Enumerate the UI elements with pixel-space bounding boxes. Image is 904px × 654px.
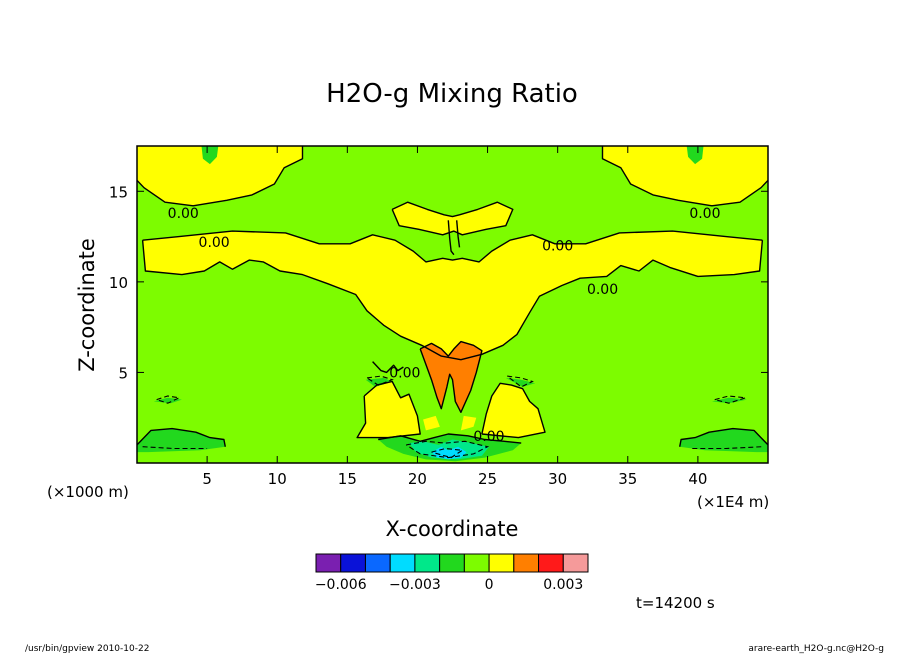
contour-region-9 <box>420 341 482 413</box>
contour-line-3 <box>141 240 764 361</box>
colorbar-swatch-6 <box>463 553 490 573</box>
colorbar-swatch-8 <box>513 553 540 573</box>
contour-line-7 <box>481 382 546 439</box>
contour-region-8 <box>460 415 477 431</box>
contour-region-3 <box>142 231 763 360</box>
contour-label-6: 0.00 <box>473 429 504 445</box>
x-tick-label-6: 35 <box>618 470 637 488</box>
colorbar-tick-label-2: 0 <box>485 577 494 593</box>
contour-region-10 <box>201 146 219 165</box>
colorbar-tick-label-0: −0.006 <box>315 577 367 593</box>
colorbar-swatch-5 <box>439 553 465 573</box>
contour-line-9 <box>679 427 768 447</box>
x-tick-label-7: 40 <box>688 470 707 488</box>
x-unit-right: (×1E4 m) <box>697 493 769 511</box>
time-label: t=14200 s <box>636 594 715 612</box>
contour-region-11 <box>686 146 704 165</box>
colorbar-swatch-10 <box>562 553 589 573</box>
contour-region-19 <box>409 439 489 460</box>
contour-label-3: 0.00 <box>689 206 720 222</box>
x-tick-label-4: 25 <box>478 470 497 488</box>
contour-line-5 <box>419 340 483 413</box>
contour-line-dashed-7 <box>431 447 464 459</box>
contour-line-dashed-1 <box>714 395 746 404</box>
contour-line-dashed-2 <box>142 446 208 450</box>
contour-region-2 <box>602 146 768 206</box>
contour-line-dashed-6 <box>405 440 490 459</box>
colorbar-swatch-1 <box>340 553 366 573</box>
contour-label-2: 0.00 <box>542 239 573 255</box>
x-axis-label: X-coordinate <box>386 517 519 541</box>
contour-line-2 <box>142 230 763 263</box>
x-tick-label-0: 5 <box>202 470 212 488</box>
contour-region-13 <box>679 428 768 453</box>
contour-line-10 <box>372 361 404 374</box>
contour-line-8 <box>137 427 226 447</box>
contour-line-12 <box>456 220 461 248</box>
plot-frame <box>136 145 769 464</box>
footer-left: /usr/bin/gpview 2010-10-22 <box>25 644 149 654</box>
colorbar-swatch-7 <box>488 553 515 573</box>
contour-labels: 0.000.00 0.000.000.000.000.00 <box>168 206 721 445</box>
contour-region-1 <box>137 146 303 206</box>
contour-region-14 <box>153 397 182 404</box>
colorbar-swatch-4 <box>414 553 441 573</box>
contour-region-4 <box>392 202 513 235</box>
contour-region-7 <box>423 415 440 431</box>
x-tick-label-1: 10 <box>268 470 287 488</box>
x-unit-left: (×1000 m) <box>47 483 129 501</box>
contour-fills <box>137 146 768 463</box>
chart-title: H2O-g Mixing Ratio <box>326 79 578 109</box>
contour-line-dashed-4 <box>366 375 394 386</box>
y-axis-label: Z-coordinate <box>75 238 99 372</box>
contour-label-0: 0.00 <box>168 206 199 222</box>
contour-region-16 <box>365 377 393 387</box>
colorbar: −0.006 −0.003 0 0.003 <box>315 553 589 593</box>
y-tick-label-1: 10 <box>109 274 128 292</box>
contour-label-5: 0.00 <box>389 365 420 381</box>
x-tick-label-3: 20 <box>408 470 427 488</box>
contour-line-13 <box>378 433 522 444</box>
contour-label-1: 0.00 <box>199 235 230 251</box>
x-tick-label-2: 15 <box>338 470 357 488</box>
footer-right: arare-earth_H2O-g.nc@H2O-g <box>748 644 884 654</box>
colorbar-tick-label-3: 0.003 <box>543 577 583 593</box>
colorbar-swatch-3 <box>389 553 416 573</box>
contour-region-12 <box>137 428 226 453</box>
contour-line-0 <box>137 146 304 207</box>
colorbar-tick-label-1: −0.003 <box>389 577 441 593</box>
colorbar-swatch-2 <box>364 553 391 573</box>
contour-lines <box>137 146 768 459</box>
x-tick-label-5: 30 <box>548 470 567 488</box>
colorbar-swatch-0 <box>315 553 342 573</box>
contour-line-dashed-3 <box>692 446 763 450</box>
axis-ticks: 5 10 15 20 25 30 35 40 5 10 15 <box>109 146 768 488</box>
contour-line-1 <box>601 146 768 207</box>
contour-line-dashed-5 <box>506 375 534 388</box>
contour-region-5 <box>357 381 421 438</box>
contour-line-6 <box>356 380 421 439</box>
y-tick-label-0: 5 <box>118 364 128 382</box>
contour-region-6 <box>481 383 545 438</box>
contour-label-4: 0.00 <box>587 282 618 298</box>
contour-line-11 <box>447 220 455 256</box>
colorbar-swatch-9 <box>538 553 564 573</box>
plot-area: 0.000.00 0.000.000.000.000.00 5 10 15 20 25 30… <box>109 145 769 488</box>
y-tick-label-2: 15 <box>109 183 128 201</box>
contour-region-15 <box>711 397 747 404</box>
contour-line-4 <box>391 201 514 236</box>
